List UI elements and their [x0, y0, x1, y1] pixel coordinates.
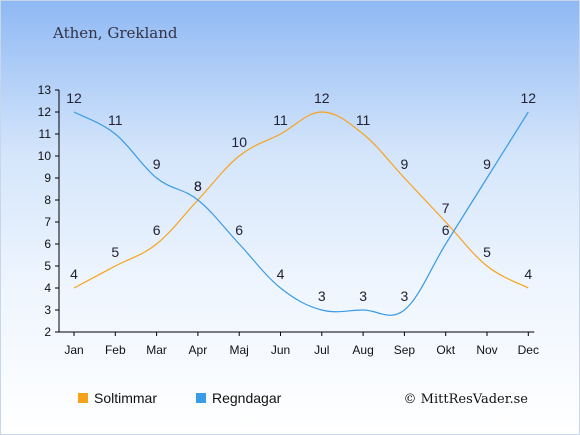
y-tick-label: 11	[39, 127, 52, 141]
x-tick-label: Dec	[518, 343, 539, 357]
data-label-regndagar: 3	[401, 288, 409, 304]
data-label-regndagar: 3	[318, 288, 326, 304]
y-tick-label: 13	[38, 83, 52, 97]
x-tick-label: Jun	[271, 343, 290, 357]
x-tick-label: Apr	[189, 343, 208, 357]
data-label-soltimmar: 8	[194, 178, 202, 194]
x-tick-label: Jul	[314, 343, 329, 357]
data-label-soltimmar: 4	[70, 266, 78, 282]
data-label-regndagar: 4	[277, 266, 285, 282]
data-label-regndagar: 8	[194, 178, 202, 194]
data-label-soltimmar: 5	[483, 244, 491, 260]
data-label-soltimmar: 6	[153, 222, 161, 238]
data-label-soltimmar: 11	[273, 112, 288, 128]
data-label-soltimmar: 12	[314, 90, 330, 106]
data-label-soltimmar: 7	[442, 200, 450, 216]
chart-title: Athen, Grekland	[52, 24, 178, 42]
legend-label-regndagar: Regndagar	[212, 390, 282, 406]
data-label-regndagar: 6	[235, 222, 243, 238]
y-tick-label: 2	[44, 325, 51, 339]
legend-swatch-soltimmar	[78, 393, 88, 403]
x-tick-label: Jan	[64, 343, 83, 357]
data-label-regndagar: 12	[521, 90, 537, 106]
x-tick-label: Okt	[436, 343, 455, 357]
data-label-soltimmar: 5	[111, 244, 119, 260]
data-label-soltimmar: 11	[356, 112, 371, 128]
data-label-soltimmar: 4	[524, 266, 532, 282]
y-tick-label: 5	[44, 259, 51, 273]
x-tick-label: Maj	[230, 343, 249, 357]
axes: 2 3 4 5 6 7 8 9 10 11 12 13 Jan Feb Mar Apr Maj Jun Jul Aug…	[38, 83, 539, 357]
series-line-soltimmar	[73, 111, 529, 289]
legend: Soltimmar Regndagar	[78, 390, 282, 406]
x-tick-label: Nov	[476, 343, 497, 357]
y-tick-label: 8	[44, 193, 51, 207]
x-tick-label: Aug	[352, 343, 373, 357]
y-tick-label: 4	[44, 281, 51, 295]
data-label-soltimmar: 10	[231, 134, 247, 150]
data-label-regndagar: 9	[483, 156, 491, 172]
series-layer	[73, 111, 529, 316]
x-tick-label: Mar	[146, 343, 167, 357]
x-tick-label: Sep	[394, 343, 416, 357]
y-tick-label: 10	[38, 149, 52, 163]
series-line-regndagar	[73, 111, 529, 316]
data-label-regndagar: 12	[66, 90, 82, 106]
data-label-regndagar: 11	[108, 112, 123, 128]
legend-swatch-regndagar	[196, 393, 206, 403]
y-tick-label: 3	[44, 303, 51, 317]
credit-text: © MittResVader.se	[404, 392, 529, 407]
data-label-soltimmar: 9	[401, 156, 409, 172]
y-tick-label: 9	[44, 171, 51, 185]
data-label-regndagar: 3	[359, 288, 367, 304]
y-tick-label: 6	[44, 237, 51, 251]
x-tick-label: Feb	[105, 343, 126, 357]
data-label-regndagar: 9	[153, 156, 161, 172]
y-tick-label: 7	[44, 215, 51, 229]
legend-label-soltimmar: Soltimmar	[94, 390, 157, 406]
data-label-regndagar: 6	[442, 222, 450, 238]
y-tick-label: 12	[38, 105, 52, 119]
